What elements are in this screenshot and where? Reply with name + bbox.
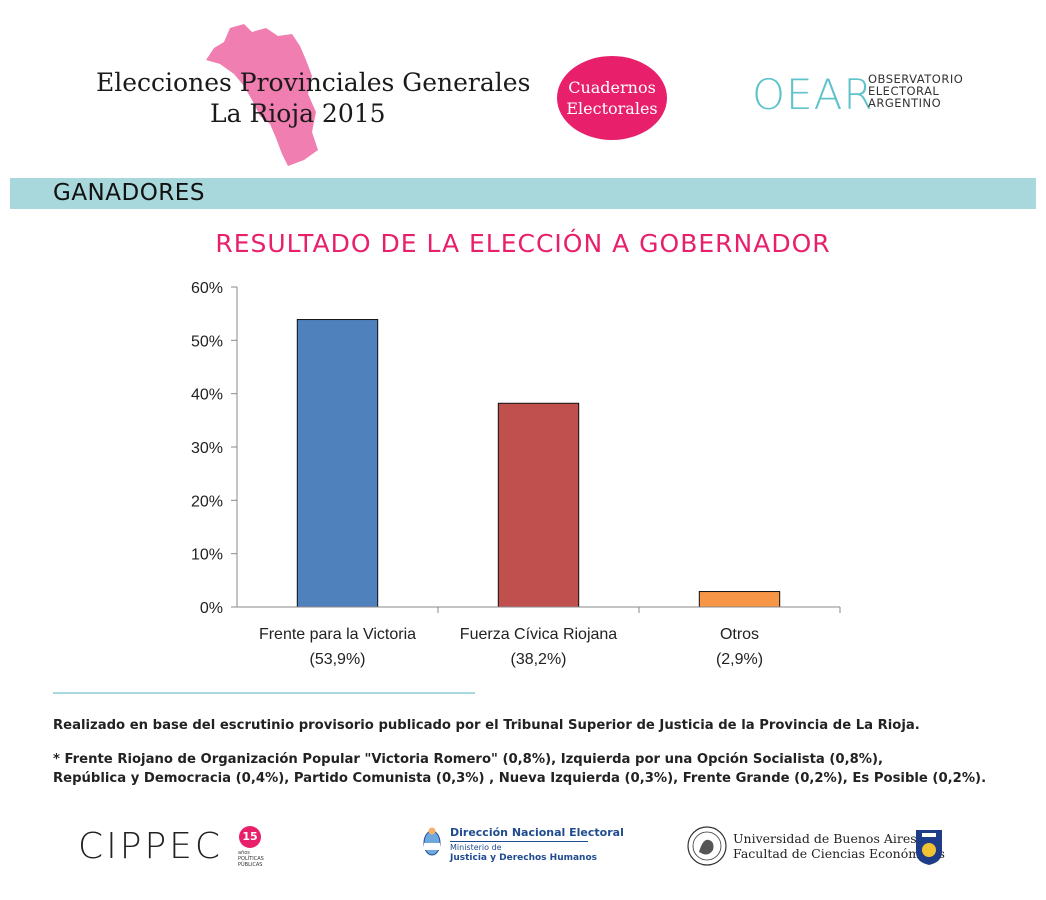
la-rioja-map-icon [206,24,318,166]
x-tick-sublabel: (2,9%) [716,651,763,668]
uba-line1: Universidad de Buenos Aires [733,831,917,846]
header-title-line1: Elecciones Provinciales Generales [96,68,531,97]
chart-title: RESULTADO DE LA ELECCIÓN A GOBERNADOR [215,229,831,258]
y-tick-label: 50% [191,333,223,350]
x-tick-label: Fuerza Cívica Riojana [460,626,618,643]
cippec-logo: CIPPEC [78,826,224,867]
oear-subtitle: OBSERVATORIO ELECTORAL ARGENTINO [868,73,963,109]
bar-chart: 0% 10% 20% 30% 40% 50% 60% Frente para la Vict… [191,280,841,668]
x-tick-sublabel: (38,2%) [510,651,566,668]
badge-line1: Cuadernos [568,78,656,97]
y-tick-label: 20% [191,493,223,510]
bars [296,319,781,608]
section-band [10,178,1036,209]
oear-sub-line1: OBSERVATORIO [868,72,964,86]
dne-subtitle-line2: Justicia y Derechos Humanos [450,853,597,863]
fce-crest-icon [916,830,942,865]
y-tick-label: 30% [191,440,223,457]
y-tick-label: 10% [191,547,223,564]
x-tick-sublabel: (53,9%) [309,651,365,668]
bar-0 [296,319,379,608]
source-note: Realizado en base del escrutinio proviso… [53,718,920,733]
dne-subtitle-line1: Ministerio de [450,843,502,852]
y-tick-label: 40% [191,387,223,404]
oear-logo: OEAR [752,70,874,119]
badge-line2: Electorales [566,99,658,118]
y-axis: 0% 10% 20% 30% 40% 50% 60% [191,280,238,617]
cippec-subtitle: años POLÍTICAS PÚBLICAS [238,850,264,868]
header-title-line2: La Rioja 2015 [210,99,386,128]
x-axis: Frente para la Victoria (53,9%) Fuerza Cív… [237,606,841,668]
uba-seal-icon [687,826,727,866]
x-tick-label: Otros [720,626,759,643]
oear-sub-line3: ARGENTINO [868,96,942,110]
divider-line [53,692,475,694]
cuadernos-electorales-badge: Cuadernos Electorales [557,56,667,140]
bar-2 [698,591,781,608]
section-label: GANADORES [53,180,205,206]
x-tick-label: Frente para la Victoria [259,626,416,643]
y-tick-label: 60% [191,280,223,297]
dne-title: Dirección Nacional Electoral [450,826,624,839]
bar-1 [497,402,580,608]
uba-line2: Facultad de Ciencias Económicas [733,846,945,861]
oear-sub-line2: ELECTORAL [868,84,940,98]
argentina-emblem-icon [423,827,441,856]
cippec-15-badge: 15 [239,826,261,848]
footnote-line1: * Frente Riojano de Organización Popular… [53,752,884,767]
footnote-line2: República y Democracia (0,4%), Partido C… [53,771,987,786]
dne-underline [450,841,588,842]
y-tick-label: 0% [200,600,223,617]
